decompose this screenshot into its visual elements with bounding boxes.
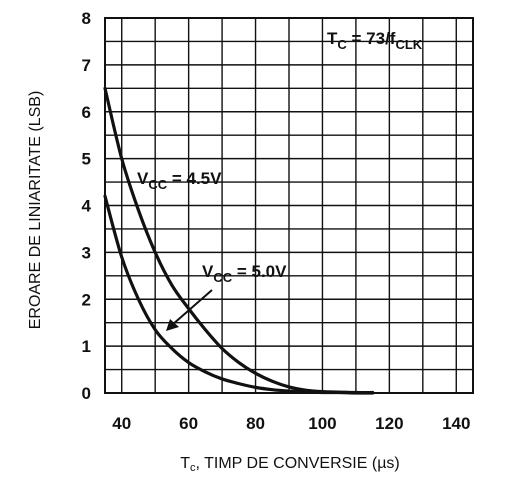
grid [104, 17, 474, 394]
annotation-arrow [166, 289, 213, 331]
formula-mid: = 73/f [347, 29, 396, 48]
x-axis-label-sub: c [190, 462, 196, 474]
y-tick-label: 6 [82, 103, 91, 122]
y-tick-label: 7 [82, 56, 91, 75]
y-tick-label: 8 [82, 9, 91, 28]
x-axis-label-main: T [180, 455, 190, 472]
y-tick-label: 0 [82, 384, 91, 403]
curves [103, 86, 375, 395]
y-tick-label: 2 [82, 290, 91, 309]
y-tick-label: 1 [82, 337, 91, 356]
label-50-sub: CC [213, 270, 232, 285]
y-tick-label: 4 [82, 197, 92, 216]
x-tick-label: 80 [246, 414, 265, 433]
series-line-1 [103, 194, 375, 395]
series-line-0 [103, 86, 375, 395]
x-tick-label: 100 [308, 414, 336, 433]
y-axis-label: EROARE DE LINIARITATE (LSB) [27, 91, 44, 330]
formula-sub2: CLK [395, 37, 422, 52]
series-label-vcc-50: VCC = 5.0V [202, 262, 287, 285]
series-label-vcc-45: VCC = 4.5V [137, 169, 222, 192]
formula-sub1: C [337, 37, 347, 52]
x-axis-label-rest: , TIMP DE CONVERSIE (µs) [196, 455, 400, 472]
x-tick-label: 40 [112, 414, 131, 433]
x-tick-label: 60 [179, 414, 198, 433]
label-45-rest: = 4.5V [167, 169, 222, 188]
y-tick-label: 3 [82, 243, 91, 262]
tick-labels: 0 1 2 3 4 5 6 7 8 40 60 80 100 120 140 [82, 9, 471, 433]
x-tick-label: 140 [442, 414, 470, 433]
x-tick-label: 120 [375, 414, 403, 433]
x-axis-label: Tc, TIMP DE CONVERSIE (µs) [180, 455, 400, 474]
label-45-sub: CC [148, 177, 167, 192]
plot-frame [104, 17, 474, 394]
label-50-main: V [202, 262, 214, 281]
label-45-main: V [137, 169, 149, 188]
formula-main: T [327, 29, 338, 48]
label-50-rest: = 5.0V [232, 262, 287, 281]
formula-annotation: TC = 73/fCLK [327, 29, 423, 52]
y-tick-label: 5 [82, 150, 91, 169]
